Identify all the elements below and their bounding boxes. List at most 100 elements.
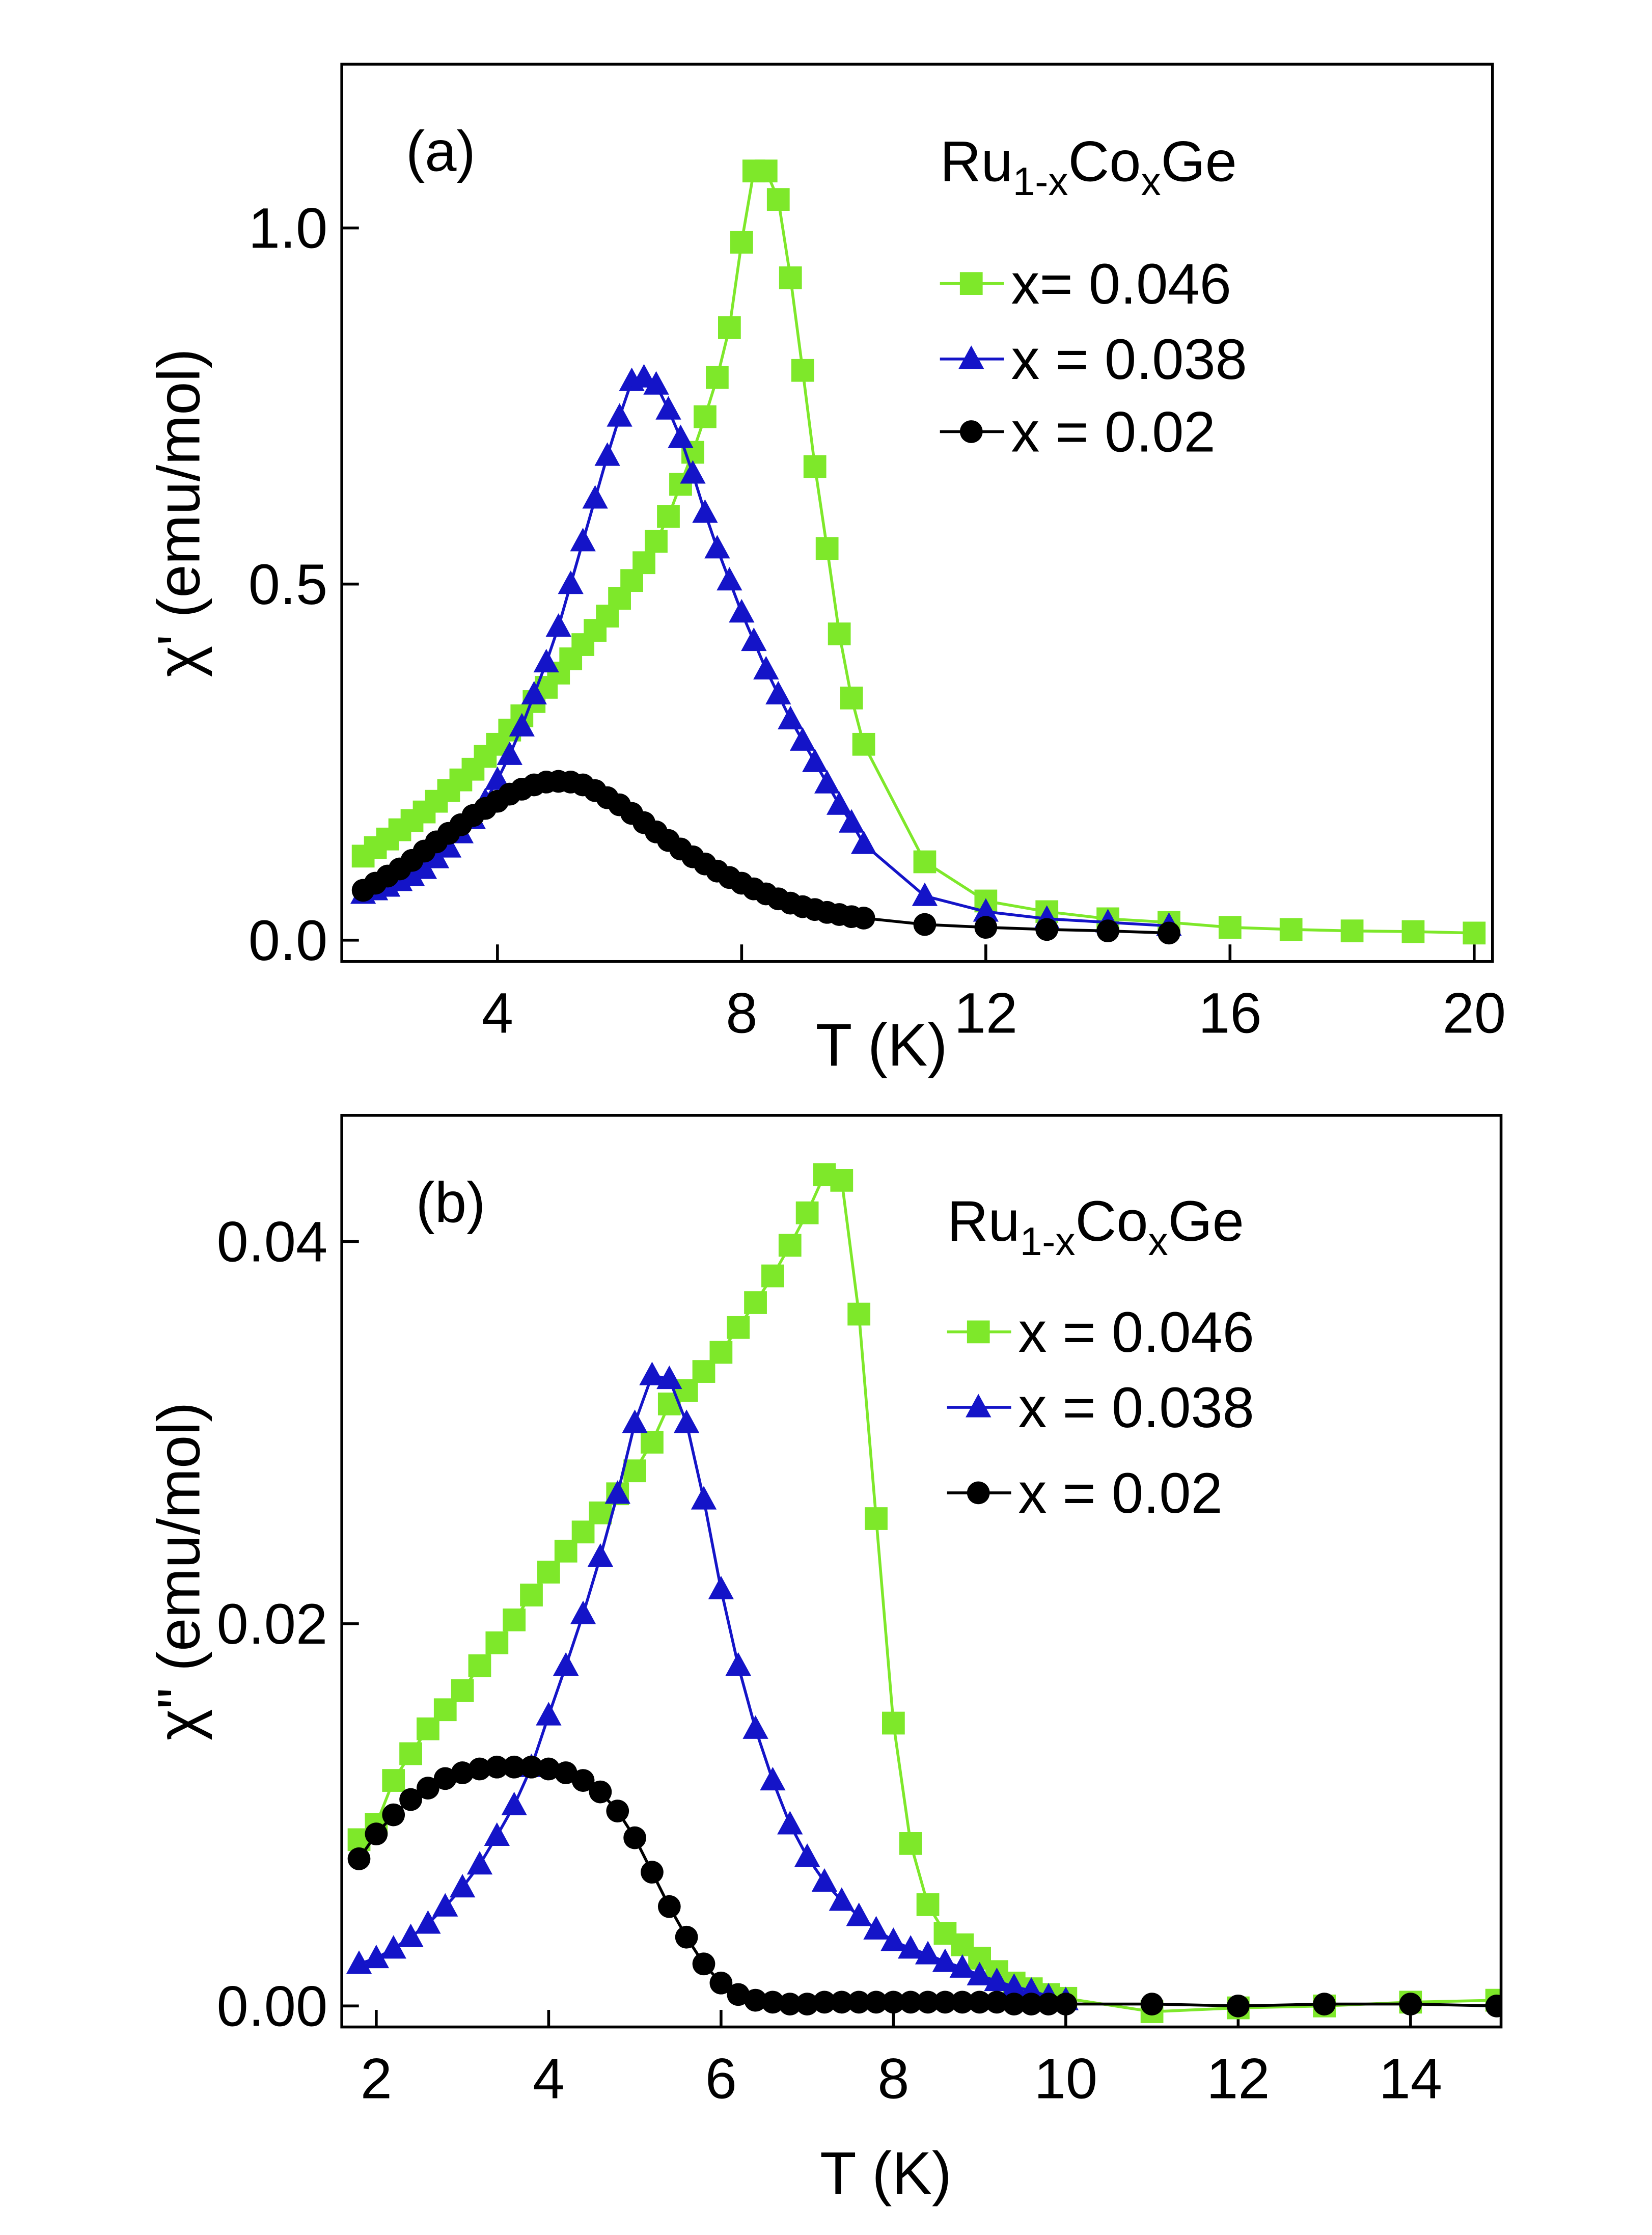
marker-square xyxy=(1218,916,1242,939)
marker-triangle xyxy=(741,627,767,651)
marker-circle xyxy=(657,1895,681,1918)
marker-square xyxy=(675,1379,698,1402)
legend-title-part: Co xyxy=(1075,1189,1148,1253)
marker-circle xyxy=(382,1803,405,1827)
marker-triangle xyxy=(932,1948,958,1972)
marker-circle xyxy=(520,1755,543,1779)
marker-triangle xyxy=(725,1652,751,1676)
marker-triangle xyxy=(912,882,938,906)
marker-triangle xyxy=(811,1868,838,1892)
marker-triangle xyxy=(363,1944,390,1969)
marker-square xyxy=(571,1520,595,1544)
marker-circle xyxy=(537,1757,560,1781)
marker-circle xyxy=(503,1755,526,1779)
marker-circle xyxy=(778,1993,802,2015)
plot-frame xyxy=(340,1114,1503,2029)
marker-circle xyxy=(606,1800,629,1822)
marker-circle xyxy=(554,1761,577,1784)
y-tick-label: 0.0 xyxy=(249,909,328,972)
marker-triangle xyxy=(622,1409,648,1433)
marker-circle xyxy=(985,1991,1008,2014)
marker-circle xyxy=(692,1952,715,1976)
annotation: (b) xyxy=(416,1171,486,1235)
plot-area xyxy=(350,159,1486,945)
marker-square xyxy=(537,1561,560,1584)
x-tick-label: 6 xyxy=(705,2047,737,2110)
marker-triangle xyxy=(415,1910,441,1934)
marker-triangle xyxy=(765,680,791,704)
marker-circle xyxy=(709,1971,733,1995)
marker-triangle xyxy=(509,713,535,737)
marker-triangle xyxy=(967,1961,993,1985)
marker-circle xyxy=(417,1777,439,1800)
y-tick-label: 0.5 xyxy=(249,553,328,616)
x-tick-label: 12 xyxy=(1206,2047,1270,2110)
marker-circle xyxy=(1140,1993,1164,2015)
marker-circle xyxy=(1020,1993,1043,2015)
y-tick-label: 0.04 xyxy=(216,1210,327,1274)
marker-circle xyxy=(1313,1993,1336,2015)
marker-square xyxy=(641,1431,664,1454)
marker-triangle xyxy=(729,599,755,623)
marker-square xyxy=(916,1893,940,1916)
marker-square xyxy=(779,266,802,289)
marker-square xyxy=(554,1539,577,1563)
annotation: (a) xyxy=(406,120,476,183)
marker-triangle xyxy=(398,1923,424,1947)
marker-circle xyxy=(675,1925,698,1949)
marker-circle xyxy=(468,1757,491,1781)
marker-circle xyxy=(485,1755,509,1779)
marker-triangle xyxy=(778,705,804,729)
y-tick-label: 0.00 xyxy=(216,1974,327,2038)
marker-triangle xyxy=(380,1935,406,1959)
marker-triangle xyxy=(607,403,632,427)
marker-circle xyxy=(365,1822,388,1845)
x-tick-label: 4 xyxy=(533,2047,564,2110)
marker-circle xyxy=(761,1991,784,2014)
legend-title-subscript: 1-x xyxy=(1013,159,1068,204)
marker-triangle xyxy=(814,770,840,794)
legend-label: x = 0.02 xyxy=(1011,400,1216,464)
marker-circle xyxy=(830,1991,853,2014)
y-axis-label: χ' (emu/mol) xyxy=(146,348,212,677)
marker-triangle xyxy=(742,1715,768,1739)
marker-square xyxy=(694,405,717,428)
marker-triangle xyxy=(668,424,694,448)
marker-circle xyxy=(1399,1993,1422,2015)
marker-circle xyxy=(899,1991,922,2014)
marker-square xyxy=(1279,918,1303,941)
marker-circle xyxy=(1158,921,1180,945)
marker-triangle xyxy=(484,766,511,790)
marker-circle xyxy=(882,1991,905,2014)
marker-triangle xyxy=(863,1916,889,1940)
marker-circle xyxy=(1054,1993,1078,2015)
marker-square xyxy=(766,188,790,211)
marker-square xyxy=(632,551,655,575)
marker-square xyxy=(399,1742,422,1765)
marker-circle xyxy=(1037,1993,1060,2015)
x-tick-label: 16 xyxy=(1198,982,1261,1045)
marker-triangle xyxy=(880,1927,906,1951)
marker-triangle xyxy=(753,656,779,680)
marker-circle xyxy=(744,1988,767,2012)
marker-square xyxy=(795,1201,819,1224)
marker-square xyxy=(657,505,680,528)
marker-triangle xyxy=(594,442,620,466)
marker-square xyxy=(778,1234,802,1257)
marker-square xyxy=(761,1264,784,1288)
marker-square xyxy=(754,159,778,183)
marker-square xyxy=(959,272,983,295)
marker-triangle xyxy=(533,648,559,673)
marker-triangle xyxy=(655,396,681,420)
plot-frame xyxy=(340,63,1494,963)
legend-title-subscript: x xyxy=(1148,1219,1168,1264)
marker-square xyxy=(791,359,814,382)
marker-square xyxy=(1401,920,1425,943)
y-axis-label: χ" (emu/mol) xyxy=(146,1402,212,1740)
marker-circle xyxy=(1002,1993,1026,2015)
marker-triangle xyxy=(484,1822,510,1846)
marker-triangle xyxy=(829,1887,855,1911)
marker-square xyxy=(503,1609,526,1631)
series-line xyxy=(357,1765,1497,2008)
